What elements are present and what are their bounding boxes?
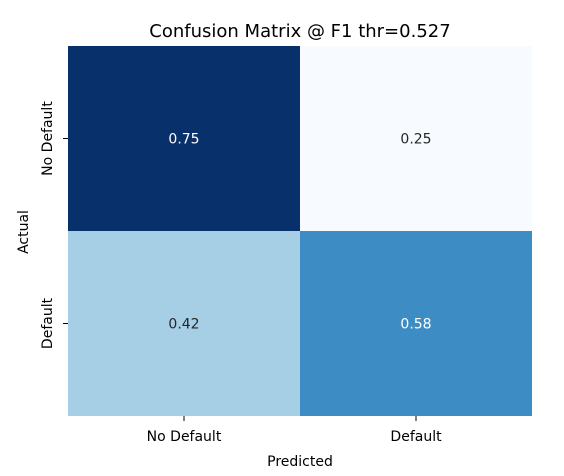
cell-value-label-r0-c0: 0.75 <box>168 132 199 148</box>
cell-value-label-r0-c1: 0.25 <box>400 132 431 148</box>
heatmap-cell-r1-c0 <box>68 231 300 416</box>
chart-title: Confusion Matrix @ F1 thr=0.527 <box>149 21 450 42</box>
heatmap-cells: 0.75 0.25 0.42 0.58 <box>68 46 532 416</box>
heatmap-cell-r0-c1 <box>300 46 532 231</box>
x-tick-label: No Default <box>147 429 222 445</box>
y-tick-label: Default <box>40 297 56 349</box>
cell-value-label-r1-c1: 0.58 <box>400 317 431 333</box>
x-axis-label: Predicted <box>267 454 333 470</box>
axis-ticks: No Default Default No Default Default <box>40 101 442 445</box>
x-tick-label: Default <box>390 429 442 445</box>
y-tick-label: No Default <box>40 101 56 176</box>
cell-value-label-r1-c0: 0.42 <box>168 317 199 333</box>
heatmap-cell-r1-c1 <box>300 231 532 416</box>
y-axis-label: Actual <box>16 210 32 254</box>
heatmap-cell-r0-c0 <box>68 46 300 231</box>
